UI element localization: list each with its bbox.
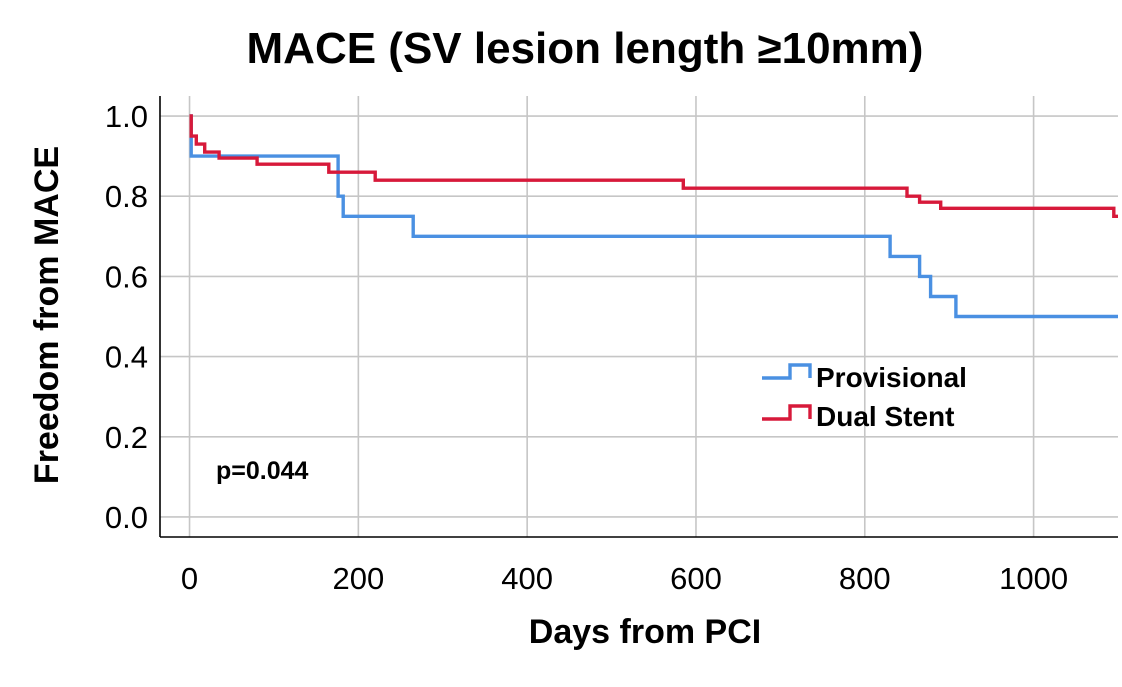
tick-labels: 0 200 400 600 800 1000 0.0 0.2 0.4 0.6 0.8 1.0	[105, 99, 1068, 596]
legend-label-dual-stent: Dual Stent	[816, 401, 954, 432]
y-tick-label: 0.6	[105, 259, 148, 294]
y-axis-title: Freedom from MACE	[28, 146, 66, 484]
x-tick-label: 400	[501, 561, 553, 596]
legend-swatch-dual-stent	[762, 404, 812, 421]
y-tick-label: 0.2	[105, 420, 148, 455]
series-line-dual-stent	[189, 114, 1118, 218]
y-tick-label: 0.0	[105, 500, 148, 535]
x-tick-label: 1000	[999, 561, 1068, 596]
axes	[159, 96, 1118, 538]
y-tick-label: 0.4	[105, 340, 148, 375]
y-tick-label: 0.8	[105, 179, 148, 214]
x-tick-label: 600	[670, 561, 722, 596]
y-tick-label: 1.0	[105, 99, 148, 134]
x-tick-label: 0	[181, 561, 198, 596]
series-line-provisional	[189, 114, 1118, 319]
x-tick-label: 200	[332, 561, 384, 596]
x-tick-label: 800	[839, 561, 891, 596]
legend-label-provisional: Provisional	[816, 362, 967, 393]
series-lines	[189, 114, 1118, 319]
p-value-annotation: p=0.044	[216, 457, 309, 485]
chart-title: MACE (SV lesion length ≥10mm)	[247, 24, 924, 73]
legend-swatch-provisional	[762, 363, 812, 380]
x-axis-title: Days from PCI	[529, 613, 761, 651]
legend: Provisional Dual Stent	[762, 362, 967, 432]
